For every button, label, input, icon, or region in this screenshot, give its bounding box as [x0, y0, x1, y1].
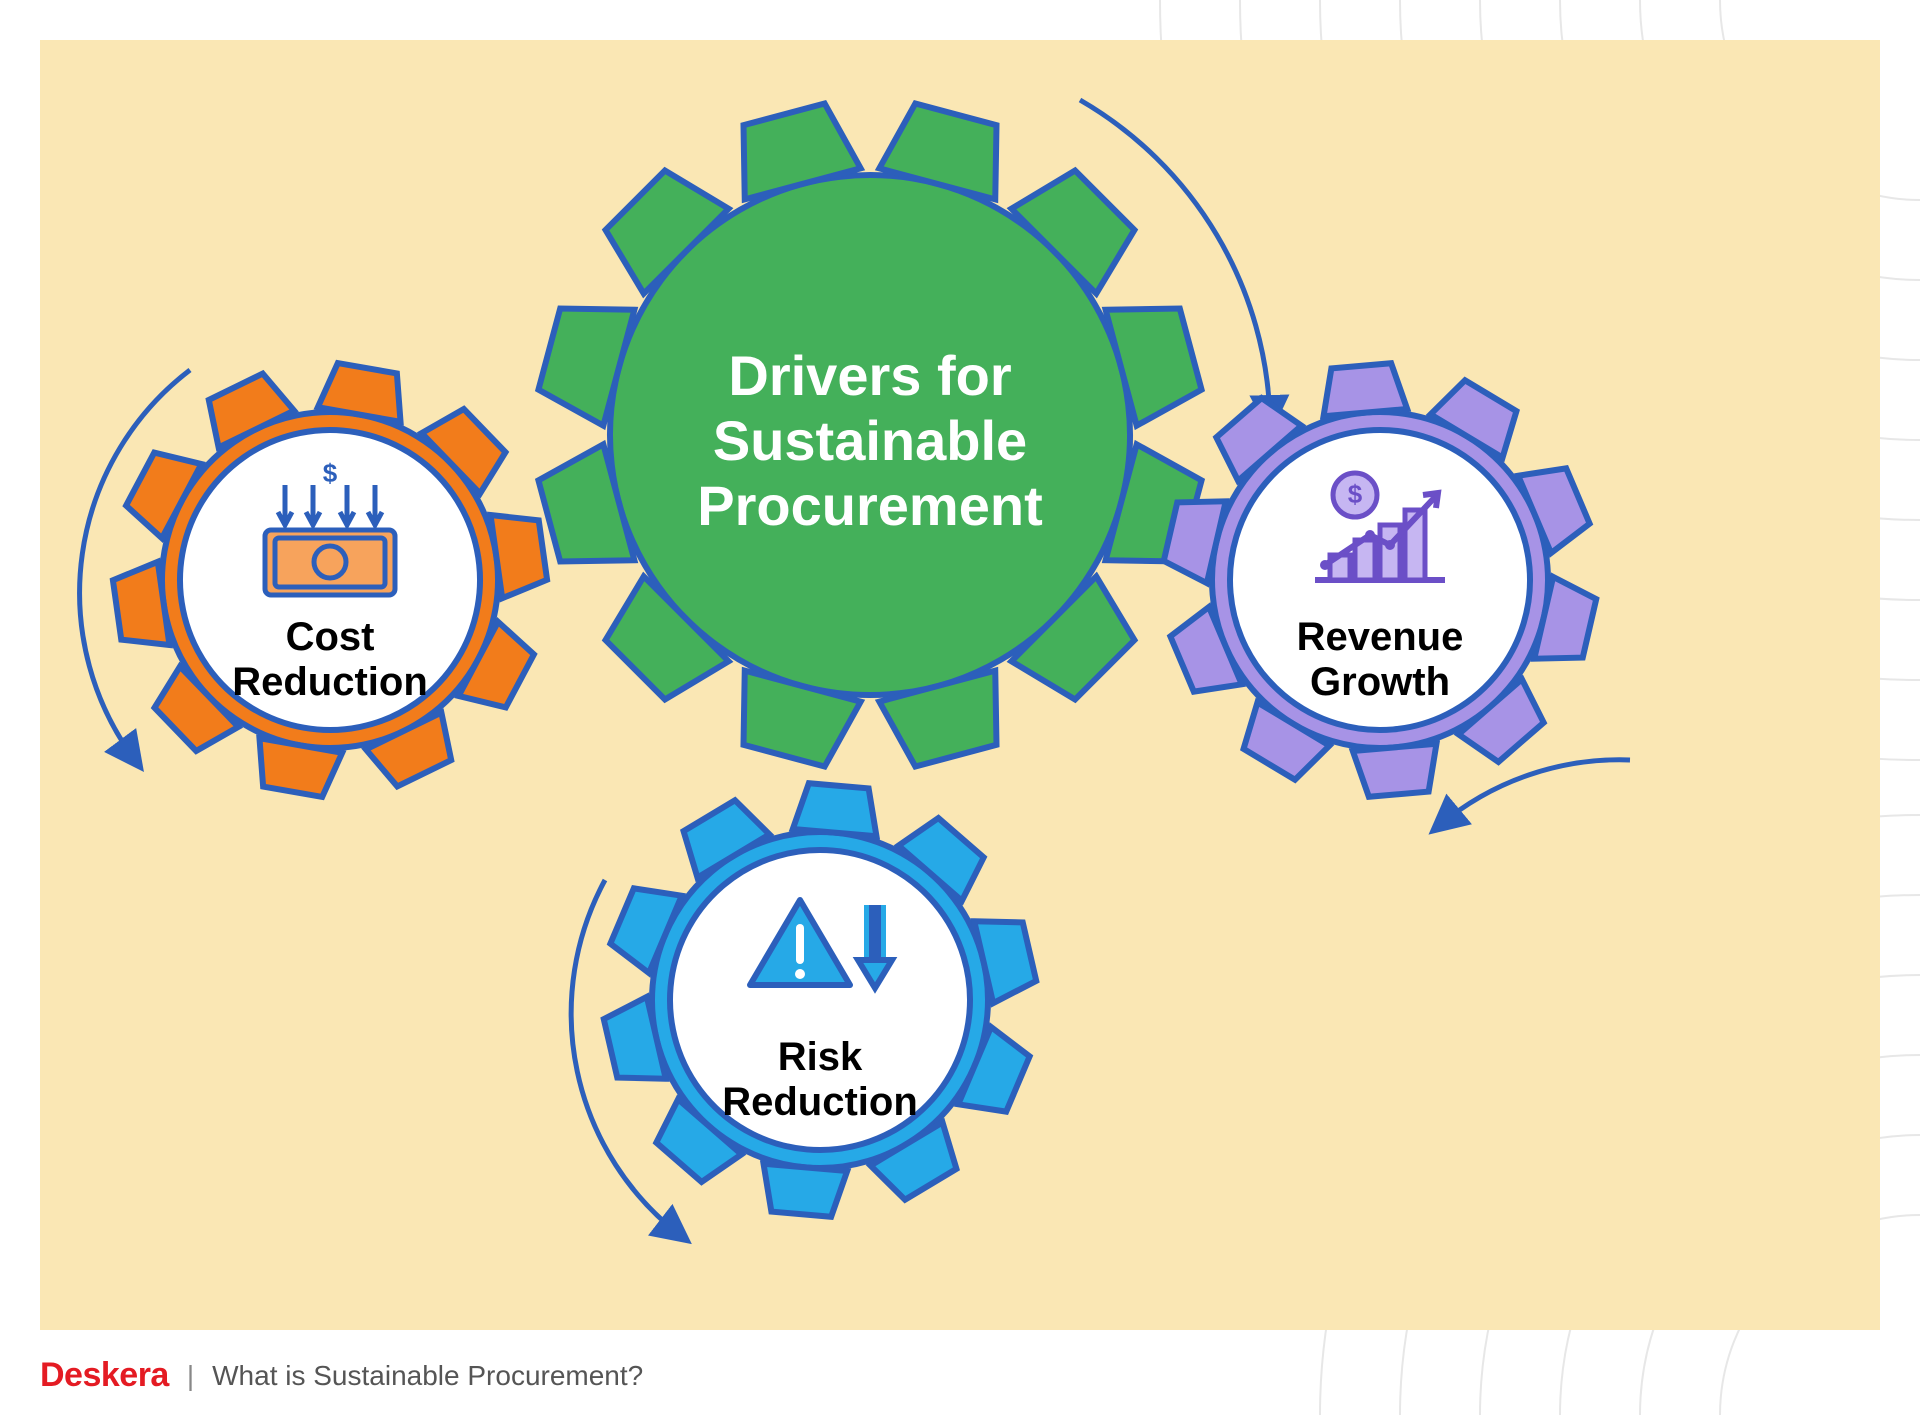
footer-subtitle: What is Sustainable Procurement?	[212, 1360, 643, 1392]
infographic-canvas: Drivers for Sustainable Procurement	[40, 40, 1880, 1330]
footer-separator: |	[187, 1360, 194, 1392]
svg-text:$: $	[323, 458, 338, 488]
svg-text:$: $	[1348, 479, 1363, 509]
revenue-label-line2: Growth	[1310, 660, 1450, 704]
revenue-label-line1: Revenue	[1297, 615, 1464, 659]
footer: Deskera | What is Sustainable Procuremen…	[40, 1356, 643, 1395]
cost-label-line2: Reduction	[232, 660, 428, 704]
cost-label-line1: Cost	[286, 615, 375, 659]
risk-gear	[585, 767, 1056, 1233]
risk-label-line1: Risk	[778, 1035, 863, 1079]
brand-logo: Deskera	[40, 1356, 169, 1395]
center-title-line2: Sustainable	[713, 409, 1027, 472]
center-title-line3: Procurement	[697, 474, 1042, 537]
risk-label-line2: Reduction	[722, 1080, 918, 1124]
center-title-line1: Drivers for	[728, 344, 1011, 407]
